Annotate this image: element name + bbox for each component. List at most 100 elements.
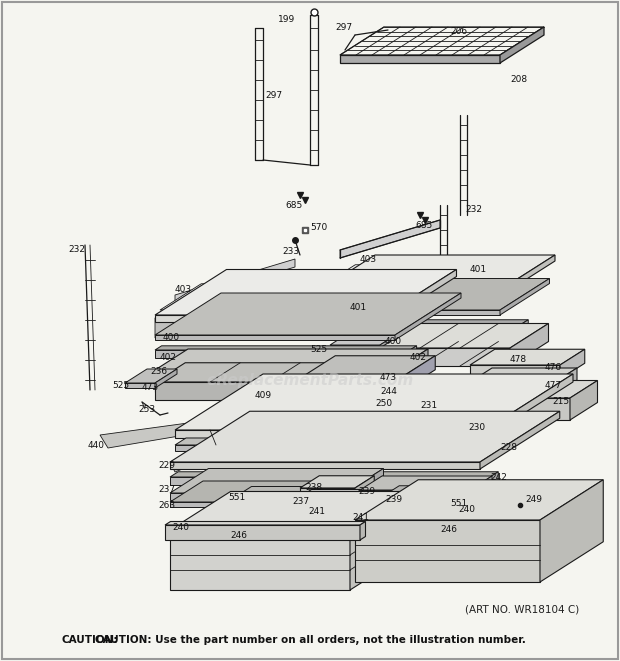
Polygon shape <box>265 385 311 392</box>
Text: 242: 242 <box>490 473 507 483</box>
Polygon shape <box>560 502 570 518</box>
Polygon shape <box>355 480 603 520</box>
Polygon shape <box>170 530 350 590</box>
Polygon shape <box>345 469 384 500</box>
Polygon shape <box>310 510 440 517</box>
Polygon shape <box>155 315 385 322</box>
Polygon shape <box>300 476 374 488</box>
Polygon shape <box>345 335 520 340</box>
Polygon shape <box>170 462 480 469</box>
Polygon shape <box>320 278 549 310</box>
Text: 253: 253 <box>138 405 155 414</box>
Text: 297: 297 <box>265 91 282 100</box>
Polygon shape <box>555 368 577 394</box>
Polygon shape <box>320 290 500 296</box>
Polygon shape <box>345 332 525 335</box>
Polygon shape <box>170 452 200 472</box>
Text: 476: 476 <box>545 364 562 373</box>
Polygon shape <box>315 486 332 503</box>
Text: 478: 478 <box>510 356 527 364</box>
Text: (ART NO. WR18104 C): (ART NO. WR18104 C) <box>465 605 579 615</box>
Polygon shape <box>470 476 492 497</box>
Text: 246: 246 <box>230 531 247 539</box>
Text: 249: 249 <box>525 496 542 504</box>
Text: 525: 525 <box>310 346 327 354</box>
Text: 206: 206 <box>450 28 467 36</box>
Text: 241: 241 <box>308 508 325 516</box>
Polygon shape <box>170 493 345 500</box>
Polygon shape <box>410 346 417 358</box>
Polygon shape <box>470 349 585 365</box>
Polygon shape <box>520 332 525 340</box>
Text: 403: 403 <box>175 286 192 295</box>
Polygon shape <box>520 320 528 333</box>
Text: 199: 199 <box>278 15 295 24</box>
Text: 402: 402 <box>410 354 427 362</box>
Polygon shape <box>305 356 435 375</box>
Polygon shape <box>345 490 361 510</box>
Polygon shape <box>160 284 411 310</box>
Polygon shape <box>155 270 456 315</box>
Text: 440: 440 <box>88 440 105 449</box>
Text: 244: 244 <box>380 387 397 397</box>
Polygon shape <box>175 374 573 430</box>
Polygon shape <box>175 438 516 445</box>
Polygon shape <box>300 385 311 404</box>
Polygon shape <box>395 293 461 340</box>
Polygon shape <box>485 374 573 438</box>
Text: 409: 409 <box>255 391 272 399</box>
Polygon shape <box>320 325 520 333</box>
Text: 525: 525 <box>112 381 129 391</box>
Polygon shape <box>170 502 325 507</box>
Polygon shape <box>295 490 361 500</box>
Polygon shape <box>560 349 585 379</box>
Text: 685: 685 <box>285 200 303 210</box>
Polygon shape <box>385 270 456 322</box>
Polygon shape <box>175 358 409 360</box>
Polygon shape <box>155 370 395 392</box>
Polygon shape <box>380 498 490 504</box>
Polygon shape <box>340 55 500 63</box>
Polygon shape <box>305 390 405 396</box>
Polygon shape <box>440 498 459 517</box>
Text: 241: 241 <box>352 514 369 522</box>
Polygon shape <box>155 308 175 338</box>
Text: 403: 403 <box>360 256 377 264</box>
Polygon shape <box>175 259 295 303</box>
Polygon shape <box>490 486 509 504</box>
Polygon shape <box>500 278 549 315</box>
Polygon shape <box>470 382 555 394</box>
Text: 551: 551 <box>450 500 467 508</box>
Polygon shape <box>355 476 374 500</box>
Text: 240: 240 <box>458 506 475 514</box>
Polygon shape <box>380 486 509 498</box>
Text: 685: 685 <box>415 221 432 229</box>
Polygon shape <box>155 335 395 340</box>
Text: 232: 232 <box>68 245 85 254</box>
Polygon shape <box>310 498 459 510</box>
Polygon shape <box>170 492 410 530</box>
Text: 477: 477 <box>545 381 562 389</box>
Polygon shape <box>485 504 502 521</box>
Polygon shape <box>275 395 419 398</box>
Polygon shape <box>355 504 502 515</box>
Polygon shape <box>395 349 428 392</box>
Text: 208: 208 <box>510 75 527 85</box>
Polygon shape <box>355 515 485 521</box>
Polygon shape <box>155 350 410 358</box>
Text: 233: 233 <box>282 247 299 256</box>
Text: 297: 297 <box>335 24 352 32</box>
Polygon shape <box>295 500 345 510</box>
Polygon shape <box>510 323 549 366</box>
Polygon shape <box>305 375 405 389</box>
Polygon shape <box>385 363 415 400</box>
Polygon shape <box>540 480 603 582</box>
Polygon shape <box>155 382 385 400</box>
Polygon shape <box>480 397 485 407</box>
Polygon shape <box>320 255 555 290</box>
Polygon shape <box>125 369 177 383</box>
Polygon shape <box>380 348 510 366</box>
Polygon shape <box>470 368 577 382</box>
Polygon shape <box>490 398 570 420</box>
Polygon shape <box>155 363 415 382</box>
